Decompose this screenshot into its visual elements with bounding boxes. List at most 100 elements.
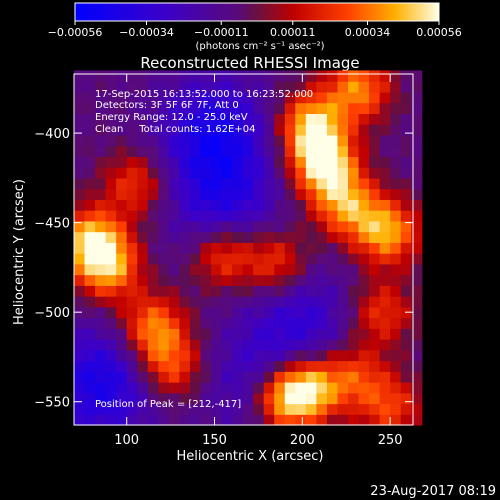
heatmap-cell (179, 210, 191, 222)
heatmap-cell (242, 70, 254, 82)
heatmap-cell (305, 167, 317, 179)
heatmap-cell (358, 296, 370, 308)
heatmap-cell (137, 220, 149, 233)
heatmap-image (74, 70, 423, 426)
heatmap-cell (316, 102, 328, 114)
heatmap-cell (116, 113, 128, 125)
heatmap-cell (116, 328, 128, 340)
heatmap-cell (179, 274, 191, 286)
heatmap-cell (369, 360, 381, 372)
heatmap-cell (316, 285, 328, 297)
heatmap-cell (253, 113, 265, 125)
heatmap-cell (390, 156, 402, 168)
heatmap-cell (147, 392, 159, 405)
heatmap-cell (179, 306, 191, 319)
heatmap-cell (189, 403, 202, 415)
heatmap-cell (95, 403, 107, 415)
heatmap-cell (158, 263, 170, 276)
heatmap-cell (232, 306, 244, 319)
heatmap-cell (200, 220, 212, 233)
heatmap-cell (305, 317, 317, 329)
heatmap-cell (126, 156, 138, 168)
heatmap-cell (242, 317, 254, 329)
heatmap-cell (116, 382, 128, 394)
heatmap-cell (211, 306, 223, 319)
heatmap-cell (158, 220, 170, 233)
heatmap-cell (211, 296, 223, 308)
heatmap-cell (200, 177, 212, 190)
heatmap-cell (116, 70, 128, 82)
heatmap-cell (400, 199, 412, 211)
heatmap-cell (137, 306, 149, 319)
heatmap-cell (337, 285, 349, 297)
heatmap-cell (390, 360, 402, 372)
heatmap-cell (274, 167, 286, 179)
heatmap-cell (284, 134, 296, 147)
heatmap-cell (126, 242, 138, 254)
heatmap-cell (274, 263, 286, 276)
heatmap-cell (369, 177, 381, 190)
heatmap-cell (326, 134, 339, 147)
heatmap-cell (411, 263, 423, 276)
heatmap-cell (253, 167, 265, 179)
heatmap-cell (105, 371, 117, 383)
heatmap-cell (253, 263, 265, 276)
heatmap-cell (305, 263, 317, 276)
heatmap-cell (379, 220, 391, 233)
heatmap-cell (158, 231, 170, 243)
heatmap-cell (126, 371, 138, 383)
heatmap-cell (253, 360, 265, 372)
heatmap-cell (211, 339, 223, 351)
heatmap-cell (232, 188, 244, 200)
heatmap-cell (369, 134, 381, 147)
heatmap-cell (137, 231, 149, 243)
colorbar-tick-label: −0.00034 (119, 26, 174, 39)
heatmap-cell (253, 392, 265, 405)
heatmap-cell (400, 124, 412, 136)
heatmap-cell (337, 231, 349, 243)
heatmap-cell (168, 231, 180, 243)
heatmap-cell (400, 102, 412, 114)
heatmap-cell (316, 382, 328, 394)
heatmap-cell (369, 253, 381, 265)
heatmap-cell (158, 242, 170, 254)
heatmap-cell (137, 392, 149, 405)
heatmap-cell (105, 360, 117, 372)
heatmap-cell (84, 199, 96, 211)
heatmap-cell (400, 392, 412, 405)
heatmap-cell (274, 371, 286, 383)
heatmap-cell (263, 124, 275, 136)
heatmap-cell (326, 306, 339, 319)
heatmap-cell (242, 177, 254, 190)
heatmap-cell (158, 134, 170, 147)
heatmap-cell (147, 177, 159, 190)
heatmap-cell (158, 156, 170, 168)
heatmap-cell (221, 134, 233, 147)
heatmap-cell (179, 167, 191, 179)
heatmap-cell (189, 156, 202, 168)
heatmap-cell (284, 210, 296, 222)
heatmap-cell (137, 70, 149, 82)
heatmap-cell (253, 317, 265, 329)
heatmap-cell (232, 231, 244, 243)
heatmap-cell (200, 328, 212, 340)
heatmap-cell (137, 81, 149, 93)
heatmap-cell (84, 360, 96, 372)
heatmap-cell (284, 102, 296, 114)
heatmap-cell (400, 188, 412, 200)
heatmap-cell (116, 199, 128, 211)
heatmap-cell (126, 199, 138, 211)
heatmap-cell (211, 242, 223, 254)
heatmap-cell (126, 188, 138, 200)
heatmap-cell (221, 91, 233, 104)
heatmap-cell (390, 167, 402, 179)
heatmap-cell (316, 134, 328, 147)
heatmap-cell (221, 274, 233, 286)
heatmap-cell (200, 124, 212, 136)
heatmap-cell (116, 349, 128, 362)
heatmap-cell (369, 188, 381, 200)
heatmap-cell (95, 145, 107, 157)
heatmap-cell (337, 274, 349, 286)
heatmap-cell (411, 134, 423, 147)
heatmap-cell (379, 167, 391, 179)
